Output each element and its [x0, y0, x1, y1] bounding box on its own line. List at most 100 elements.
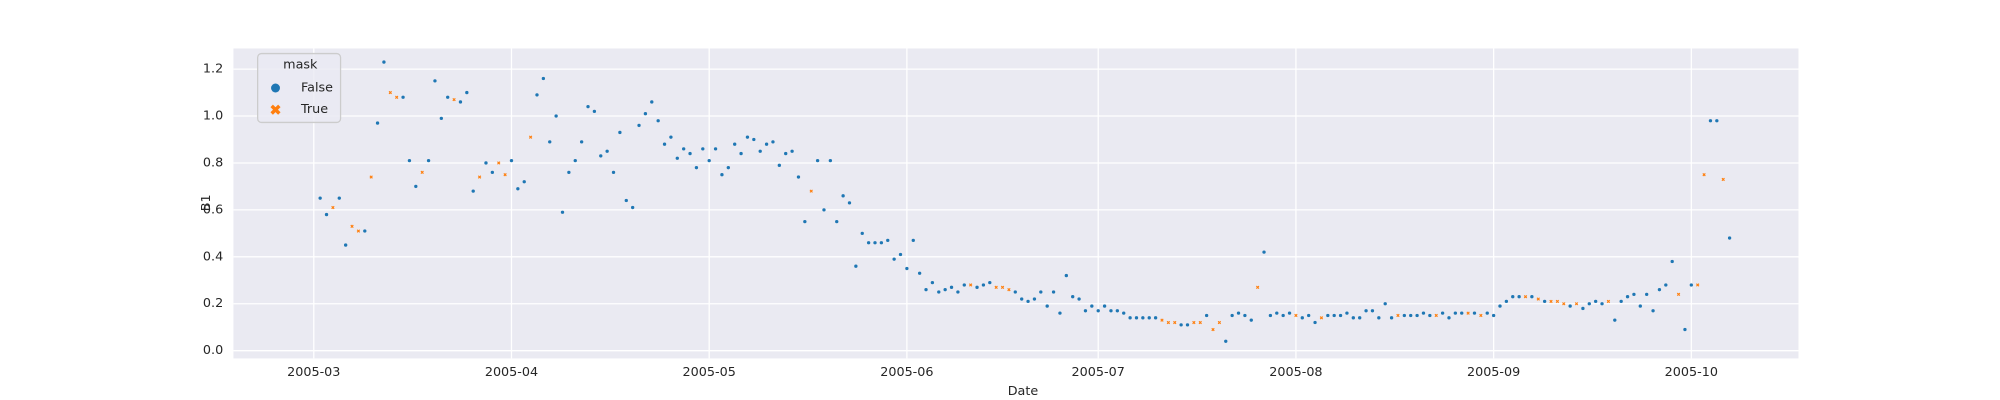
x-tick-label: 2005-08: [1269, 365, 1322, 380]
point: [560, 210, 565, 214]
point: [892, 257, 896, 261]
point: [1020, 297, 1024, 301]
point: [484, 161, 488, 165]
x-tick-label: 2005-07: [1072, 365, 1125, 380]
point: [790, 149, 794, 153]
point: [414, 184, 418, 189]
legend-marker: [270, 104, 281, 115]
point: [528, 135, 533, 139]
legend-label: True: [300, 102, 328, 117]
x-tick-label: 2005-03: [287, 365, 340, 380]
point: [1453, 311, 1458, 315]
point: [477, 175, 482, 179]
point: [490, 170, 495, 175]
point: [535, 93, 539, 97]
point: [1530, 295, 1534, 299]
point: [516, 187, 520, 191]
point: [1281, 313, 1285, 318]
point: [1702, 173, 1706, 177]
point: [426, 158, 431, 163]
point: [694, 166, 699, 170]
point: [1153, 316, 1158, 320]
point: [1536, 297, 1540, 301]
point: [822, 208, 826, 212]
x-tick-label: 2005-10: [1665, 365, 1718, 380]
point: [688, 151, 692, 156]
point: [586, 104, 590, 109]
point: [1447, 316, 1451, 320]
point: [630, 205, 635, 210]
point: [446, 95, 450, 99]
point: [1389, 316, 1394, 320]
point: [745, 135, 750, 139]
point: [924, 288, 928, 292]
point: [1262, 250, 1266, 254]
point: [1683, 327, 1687, 332]
point: [1096, 309, 1100, 313]
point: [1211, 327, 1215, 332]
point: [1434, 313, 1438, 318]
point: [669, 135, 673, 139]
point: [1409, 313, 1413, 318]
point: [592, 109, 597, 114]
point: [1377, 316, 1381, 320]
legend-entries: False True: [270, 81, 333, 117]
point: [771, 140, 775, 144]
point: [1523, 295, 1528, 299]
point: [337, 196, 341, 200]
point: [1128, 316, 1132, 320]
point: [1466, 311, 1470, 315]
x-tick-label: 2005-09: [1467, 365, 1520, 380]
point: [1606, 299, 1611, 304]
point: [981, 283, 986, 287]
point: [784, 151, 788, 156]
point: [1396, 313, 1400, 318]
point: [1204, 313, 1209, 318]
point: [1472, 311, 1477, 315]
point: [1147, 316, 1151, 320]
point: [828, 158, 833, 163]
point: [465, 90, 469, 95]
point: [1613, 318, 1617, 322]
point: [522, 180, 526, 184]
point: [656, 119, 660, 123]
point: [1670, 259, 1674, 264]
point: [554, 114, 558, 118]
point: [1179, 323, 1183, 327]
point: [420, 170, 424, 175]
point: [573, 158, 577, 163]
y-tick-label: 0.6: [203, 202, 223, 217]
point: [752, 137, 756, 142]
point: [1045, 304, 1049, 308]
point: [764, 142, 769, 146]
point: [1676, 292, 1681, 297]
point: [917, 271, 922, 275]
point: [1294, 313, 1298, 318]
point: [503, 173, 507, 177]
x-tick-label: 2005-04: [485, 365, 538, 380]
point: [1708, 119, 1713, 123]
point: [1000, 285, 1005, 290]
point: [777, 163, 781, 167]
point: [1511, 295, 1515, 299]
point: [1562, 302, 1566, 306]
point: [395, 95, 399, 99]
point: [1549, 299, 1553, 304]
point: [599, 154, 603, 158]
point: [1313, 320, 1317, 325]
point: [650, 100, 654, 104]
legend-marker: [271, 83, 280, 93]
point: [988, 280, 992, 285]
point: [611, 170, 616, 175]
y-tick-label: 1.0: [203, 109, 223, 124]
point: [1249, 318, 1253, 322]
point: [1332, 313, 1336, 318]
point: [1338, 313, 1343, 318]
point: [1632, 292, 1636, 297]
point: [1115, 309, 1120, 313]
x-tick-label: 2005-06: [880, 365, 933, 380]
point: [675, 156, 679, 160]
x-axis-label: Date: [1008, 384, 1039, 399]
point: [344, 243, 348, 247]
point: [401, 95, 405, 99]
